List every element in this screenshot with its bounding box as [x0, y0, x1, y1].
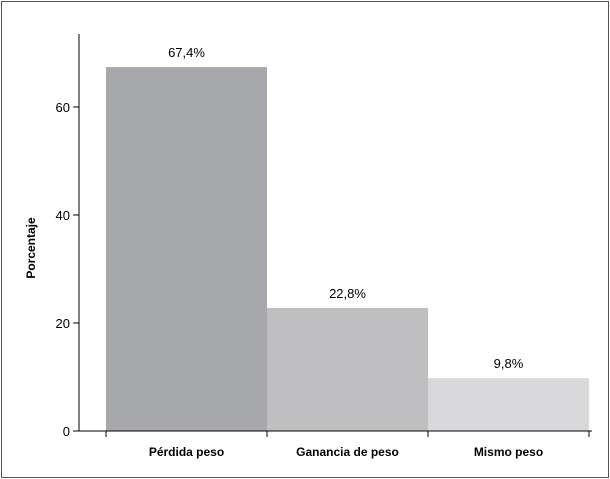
y-tick-label-60: 60 — [56, 100, 70, 115]
y-axis-label: Porcentaje — [24, 217, 38, 279]
y-tick-label-0: 0 — [63, 424, 70, 439]
plot-area: 0 20 40 60 Pérdida peso Ganancia de peso Mismo… — [56, 34, 592, 459]
y-tick-label-20: 20 — [56, 316, 70, 331]
data-label-2: 22,8% — [329, 286, 366, 301]
data-label-3: 9,8% — [494, 356, 524, 371]
bar-1 — [106, 67, 267, 431]
bar-3 — [428, 378, 589, 431]
bar-2 — [267, 307, 428, 431]
data-label-1: 67,4% — [168, 45, 205, 60]
y-tick-label-40: 40 — [56, 208, 70, 223]
category-label-1: Pérdida peso — [149, 445, 224, 459]
category-label-2: Ganancia de peso — [296, 445, 399, 459]
category-label-3: Mismo peso — [474, 445, 543, 459]
